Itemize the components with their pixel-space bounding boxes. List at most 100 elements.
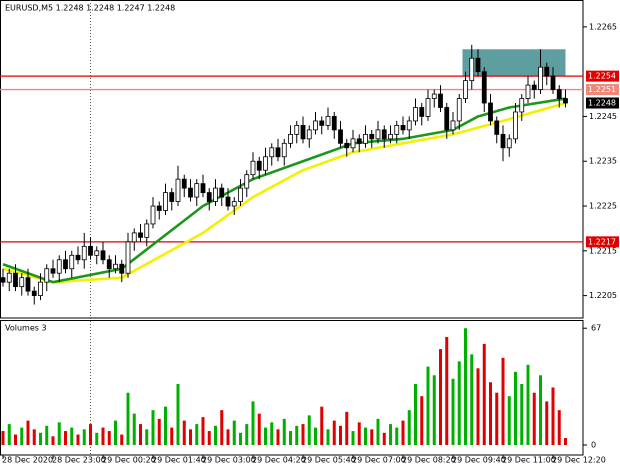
volume-bar bbox=[264, 427, 267, 445]
volume-bar bbox=[495, 392, 499, 445]
candle-body bbox=[444, 107, 450, 131]
candle-body bbox=[450, 120, 456, 131]
last-price-label: 1.2248 bbox=[588, 99, 616, 108]
volume-bar bbox=[107, 431, 111, 445]
candle-body bbox=[231, 201, 237, 207]
x-tick-label: 29 Dec 01:40 bbox=[152, 456, 206, 465]
candle-body bbox=[244, 174, 250, 189]
candle-body bbox=[188, 187, 193, 198]
candle-body bbox=[175, 178, 181, 202]
volume-bar bbox=[276, 429, 280, 445]
volume-bar bbox=[526, 364, 530, 445]
last-price-box bbox=[586, 97, 619, 109]
candle-body bbox=[350, 138, 356, 149]
x-tick-label: 29 Dec 00:20 bbox=[102, 456, 156, 465]
volume-bar bbox=[370, 429, 374, 445]
candle-body bbox=[313, 120, 318, 131]
volume-bar bbox=[57, 422, 61, 445]
y-tick-label: 1.2265 bbox=[589, 22, 617, 31]
volume-bar bbox=[20, 427, 24, 445]
volume-bar bbox=[520, 384, 524, 445]
x-tick-label: 29 Dec 08:20 bbox=[402, 456, 456, 465]
volume-title: Volumes 3 bbox=[5, 324, 47, 333]
candle-body bbox=[469, 57, 475, 82]
candle-body bbox=[0, 277, 6, 283]
volume-bar bbox=[176, 384, 180, 445]
candle-body bbox=[413, 107, 418, 122]
volume-bar bbox=[70, 427, 74, 445]
candle-body bbox=[250, 160, 256, 176]
candle-body bbox=[431, 93, 437, 99]
level-label: 1.2217 bbox=[588, 237, 616, 246]
volume-bar bbox=[201, 417, 205, 445]
volume-bar bbox=[220, 410, 224, 445]
candle-body bbox=[513, 111, 518, 140]
candle-body bbox=[556, 89, 562, 99]
volume-y-tick-label: 67 bbox=[591, 324, 601, 333]
candle-body bbox=[275, 147, 281, 158]
volume-bar bbox=[226, 429, 230, 445]
volume-bar bbox=[132, 413, 136, 445]
volume-bar bbox=[414, 384, 417, 445]
volume-bar bbox=[32, 429, 36, 445]
candle-body bbox=[388, 133, 393, 140]
volume-bar bbox=[339, 425, 342, 445]
y-tick-label: 1.2215 bbox=[589, 246, 617, 255]
candle-body bbox=[506, 138, 512, 149]
volume-bar bbox=[457, 361, 461, 445]
volume-bar bbox=[151, 410, 155, 445]
candle-body bbox=[488, 102, 493, 122]
moving-average bbox=[2, 97, 566, 284]
volume-bar bbox=[489, 382, 492, 445]
volume-bar bbox=[232, 420, 236, 445]
candle-body bbox=[38, 281, 43, 297]
moving-average bbox=[2, 101, 566, 284]
candle-body bbox=[238, 187, 243, 202]
candle-body bbox=[69, 254, 75, 270]
level-label-box bbox=[586, 84, 619, 96]
volume-bar bbox=[470, 354, 474, 445]
candle-body bbox=[100, 250, 106, 261]
candle-body bbox=[475, 57, 481, 73]
volume-bar bbox=[420, 396, 424, 445]
volume-bar bbox=[114, 420, 117, 445]
level-label-box bbox=[586, 236, 619, 248]
volume-bar bbox=[95, 432, 99, 445]
volume-bar bbox=[170, 427, 174, 445]
volume-bar bbox=[157, 418, 161, 445]
candle-body bbox=[44, 268, 50, 283]
x-tick-label: 29 Dec 11:00 bbox=[502, 456, 556, 465]
candle-body bbox=[269, 147, 275, 158]
candle-body bbox=[144, 223, 150, 238]
volume-bar bbox=[195, 424, 199, 445]
candle-body bbox=[356, 138, 362, 144]
volume-bar bbox=[426, 366, 430, 445]
candle-body bbox=[150, 205, 156, 225]
candle-body bbox=[481, 71, 487, 104]
volume-y-tick-label: 0 bbox=[591, 441, 596, 450]
volume-bar bbox=[482, 343, 486, 445]
volume-bar bbox=[14, 434, 17, 445]
candle-body bbox=[406, 120, 412, 131]
volume-bar bbox=[357, 422, 361, 445]
candle-body bbox=[200, 183, 206, 193]
candle-body bbox=[394, 125, 400, 135]
candle-body bbox=[338, 129, 343, 144]
volume-bar bbox=[445, 336, 449, 445]
x-tick-label: 29 Dec 04:20 bbox=[252, 456, 306, 465]
volume-bar bbox=[345, 411, 349, 445]
volume-bar bbox=[189, 429, 192, 445]
candle-body bbox=[369, 133, 375, 140]
volume-bar bbox=[214, 425, 217, 445]
candle-body bbox=[281, 142, 287, 158]
volume-bar bbox=[382, 432, 386, 445]
candle-body bbox=[550, 75, 556, 90]
candle-body bbox=[325, 116, 331, 126]
candle-body bbox=[256, 160, 262, 171]
volume-bar bbox=[395, 427, 399, 445]
volume-bar bbox=[145, 429, 149, 445]
volume-bar bbox=[257, 413, 261, 445]
volume-bar bbox=[532, 392, 536, 445]
volume-bar bbox=[126, 392, 130, 445]
candle-body bbox=[544, 66, 550, 77]
